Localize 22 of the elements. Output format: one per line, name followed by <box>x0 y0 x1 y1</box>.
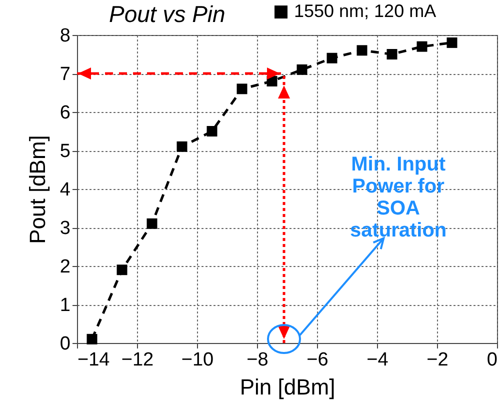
legend-label: 1550 nm; 120 mA <box>294 1 436 21</box>
y-tick-label: 8 <box>60 26 70 46</box>
y-tick-label: 7 <box>60 64 70 85</box>
y-tick-label: 5 <box>60 141 70 162</box>
y-axis-title: Pout [dBm] <box>24 135 50 244</box>
x-tick-label: −12 <box>121 350 154 370</box>
x-tick-label: −10 <box>181 350 214 370</box>
x-tick-label: −6 <box>306 350 328 370</box>
y-tick-label: 2 <box>60 256 70 278</box>
x-tick-label: −2 <box>426 350 448 370</box>
y-tick-label: 1 <box>60 295 70 316</box>
chart-title: Pout vs Pin <box>109 1 226 27</box>
y-tick-label: 4 <box>60 180 71 200</box>
y-tick-label: 3 <box>60 218 70 239</box>
x-tick-label: −8 <box>246 350 268 370</box>
y-tick-label: 0 <box>60 334 70 354</box>
x-tick-label: −14 <box>78 350 110 370</box>
x-tick-label: −4 <box>366 350 389 370</box>
x-axis-title: Pin [dBm] <box>240 374 336 400</box>
y-tick-label: 6 <box>60 102 70 124</box>
x-tick-label: 0 <box>486 350 498 370</box>
annotation: Min. Input Power for SOA saturation <box>350 153 447 242</box>
